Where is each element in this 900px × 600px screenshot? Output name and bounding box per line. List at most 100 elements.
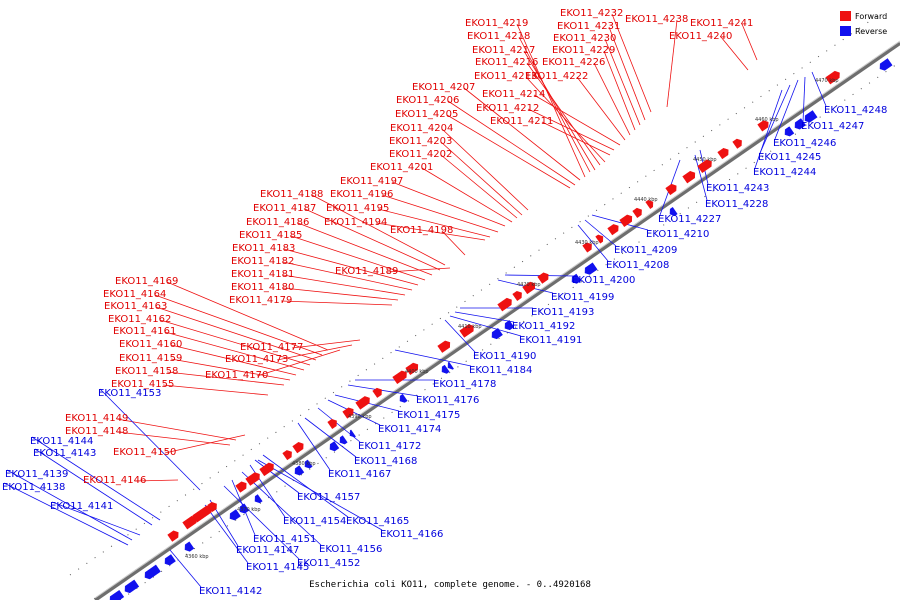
reverse-gene-label[interactable]: EKO11_4138 [2, 482, 65, 493]
reverse-gene-label[interactable]: EKO11_4192 [512, 321, 575, 332]
reverse-gene[interactable] [793, 118, 806, 131]
reverse-gene[interactable] [238, 503, 250, 515]
forward-gene[interactable] [167, 529, 181, 542]
forward-gene-label[interactable]: EKO11_4213 [474, 71, 537, 82]
forward-gene[interactable] [665, 183, 679, 196]
reverse-gene-label[interactable]: EKO11_4144 [30, 436, 93, 447]
reverse-gene-label[interactable]: EKO11_4142 [199, 586, 262, 597]
reverse-gene-label[interactable]: EKO11_4172 [358, 441, 421, 452]
reverse-gene[interactable] [228, 509, 241, 522]
reverse-gene-label[interactable]: EKO11_4208 [606, 260, 669, 271]
forward-gene-label[interactable]: EKO11_4158 [115, 366, 178, 377]
reverse-gene[interactable] [253, 494, 263, 505]
forward-gene-label[interactable]: EKO11_4241 [690, 18, 753, 29]
reverse-gene-label[interactable]: EKO11_4147 [236, 545, 299, 556]
reverse-gene-label[interactable]: EKO11_4200 [572, 275, 635, 286]
forward-gene-label[interactable]: EKO11_4204 [390, 123, 453, 134]
forward-gene-label[interactable]: EKO11_4170 [205, 370, 268, 381]
reverse-gene-label[interactable]: EKO11_4210 [646, 229, 709, 240]
forward-gene-label[interactable]: EKO11_4197 [340, 176, 403, 187]
forward-gene[interactable] [607, 223, 621, 236]
reverse-gene[interactable] [878, 58, 893, 72]
forward-gene-label[interactable]: EKO11_4232 [560, 8, 623, 19]
forward-gene[interactable] [595, 233, 605, 244]
forward-gene-label[interactable]: EKO11_4207 [412, 82, 475, 93]
reverse-gene-label[interactable]: EKO11_4168 [354, 456, 417, 467]
reverse-gene[interactable] [570, 273, 582, 285]
forward-gene-label[interactable]: EKO11_4181 [231, 269, 294, 280]
forward-gene[interactable] [235, 480, 249, 493]
reverse-gene-label[interactable]: EKO11_4228 [705, 199, 768, 210]
reverse-gene-label[interactable]: EKO11_4243 [706, 183, 769, 194]
reverse-gene-label[interactable]: EKO11_4156 [319, 544, 382, 555]
forward-gene[interactable] [405, 361, 420, 376]
forward-gene-label[interactable]: EKO11_4205 [395, 109, 458, 120]
forward-gene[interactable] [497, 296, 514, 312]
forward-gene-label[interactable]: EKO11_4214 [482, 89, 545, 100]
reverse-gene[interactable] [123, 579, 140, 595]
forward-gene-label[interactable]: EKO11_4189 [335, 266, 398, 277]
reverse-gene-label[interactable]: EKO11_4165 [346, 516, 409, 527]
forward-gene[interactable] [327, 418, 339, 430]
forward-gene[interactable] [437, 339, 452, 353]
forward-gene-label[interactable]: EKO11_4218 [467, 31, 530, 42]
forward-gene-label[interactable]: EKO11_4231 [557, 21, 620, 32]
forward-gene-label[interactable]: EKO11_4240 [669, 31, 732, 42]
forward-gene-label[interactable]: EKO11_4169 [115, 276, 178, 287]
reverse-gene-label[interactable]: EKO11_4191 [519, 335, 582, 346]
forward-gene-label[interactable]: EKO11_4203 [389, 136, 452, 147]
forward-gene[interactable] [697, 158, 714, 173]
forward-gene-label[interactable]: EKO11_4164 [103, 289, 166, 300]
forward-gene-label[interactable]: EKO11_4160 [119, 339, 182, 350]
forward-gene[interactable] [512, 290, 524, 301]
forward-gene-label[interactable]: EKO11_4173 [225, 354, 288, 365]
forward-gene[interactable] [292, 441, 306, 454]
forward-gene-label[interactable]: EKO11_4238 [625, 14, 688, 25]
forward-gene-label[interactable]: EKO11_4182 [231, 256, 294, 267]
forward-gene-label[interactable]: EKO11_4187 [253, 203, 316, 214]
forward-gene-label[interactable]: EKO11_4185 [239, 230, 302, 241]
reverse-gene-label[interactable]: EKO11_4193 [531, 307, 594, 318]
forward-gene-label[interactable]: EKO11_4155 [111, 379, 174, 390]
reverse-gene[interactable] [583, 262, 598, 276]
reverse-gene[interactable] [503, 320, 515, 331]
forward-gene[interactable] [245, 471, 262, 486]
reverse-gene-label[interactable]: EKO11_4209 [614, 245, 677, 256]
reverse-gene[interactable] [338, 435, 348, 446]
reverse-gene-label[interactable]: EKO11_4247 [801, 121, 864, 132]
reverse-gene-label[interactable]: EKO11_4175 [397, 410, 460, 421]
forward-gene-label[interactable]: EKO11_4150 [113, 447, 176, 458]
forward-gene[interactable] [372, 386, 384, 398]
forward-gene[interactable] [682, 170, 697, 184]
forward-gene[interactable] [392, 369, 409, 385]
forward-gene-label[interactable]: EKO11_4146 [83, 475, 146, 486]
reverse-gene[interactable] [490, 327, 503, 340]
reverse-gene-label[interactable]: EKO11_4166 [380, 529, 443, 540]
forward-gene-label[interactable]: EKO11_4217 [472, 45, 535, 56]
forward-gene[interactable] [732, 137, 744, 149]
forward-gene[interactable] [825, 70, 842, 85]
forward-gene-label[interactable]: EKO11_4222 [525, 71, 588, 82]
forward-gene-label[interactable]: EKO11_4148 [65, 426, 128, 437]
forward-gene-label[interactable]: EKO11_4194 [324, 217, 387, 228]
reverse-gene-label[interactable]: EKO11_4145 [246, 562, 309, 573]
reverse-gene-label[interactable]: EKO11_4167 [328, 469, 391, 480]
forward-gene[interactable] [259, 461, 276, 477]
reverse-gene[interactable] [668, 207, 678, 217]
forward-gene[interactable] [282, 449, 294, 461]
forward-gene-label[interactable]: EKO11_4162 [108, 314, 171, 325]
forward-gene[interactable] [645, 199, 655, 209]
reverse-gene[interactable] [398, 393, 408, 404]
forward-gene-label[interactable]: EKO11_4226 [542, 57, 605, 68]
forward-gene-label[interactable]: EKO11_4161 [113, 326, 176, 337]
forward-gene-label[interactable]: EKO11_4163 [104, 301, 167, 312]
reverse-gene-label[interactable]: EKO11_4245 [758, 152, 821, 163]
reverse-gene-label[interactable]: EKO11_4199 [551, 292, 614, 303]
forward-gene-label[interactable]: EKO11_4159 [119, 353, 182, 364]
forward-gene-label[interactable]: EKO11_4216 [475, 57, 538, 68]
reverse-gene-label[interactable]: EKO11_4143 [33, 448, 96, 459]
reverse-gene-label[interactable]: EKO11_4153 [98, 388, 161, 399]
forward-gene[interactable] [537, 271, 551, 284]
reverse-gene-label[interactable]: EKO11_4151 [253, 534, 316, 545]
reverse-gene[interactable] [803, 110, 818, 124]
